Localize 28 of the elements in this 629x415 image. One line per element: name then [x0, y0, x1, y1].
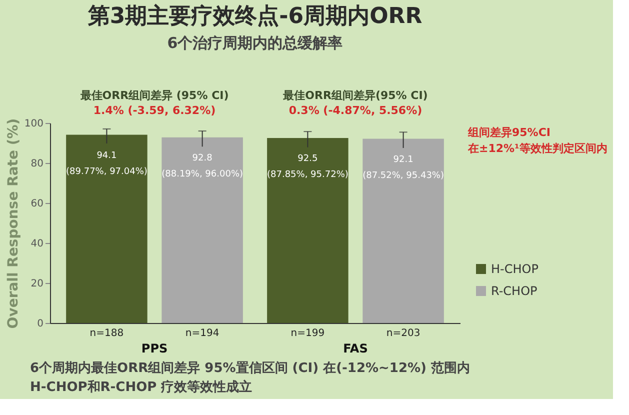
y-tick-label: 40 — [30, 238, 44, 250]
x-tick-label: PPS — [141, 342, 168, 356]
y-tick-label: 100 — [24, 118, 44, 130]
text: 0.3% (-4.87%, 5.56%) — [288, 104, 422, 117]
y-tick-label: 60 — [30, 198, 44, 210]
text: n=188 — [90, 328, 124, 339]
data-label: 92.1 (87.52%, 95.43%) — [362, 154, 444, 181]
text: n=199 — [290, 328, 325, 339]
text: 1.4% (-3.59, 6.32%) — [93, 104, 216, 117]
chart-title: 第3期主要疗效终点-6周期内ORR — [86, 3, 422, 29]
legend-label: R-CHOP — [491, 284, 538, 298]
text: 最佳ORR组间差异(95% CI) — [282, 89, 428, 102]
text: 6个周期内最佳ORR组间差异 95%置信区间 (CI) 在(-12%~12%) 范围内 — [30, 361, 470, 376]
text: n=194 — [185, 328, 220, 339]
y-tick-label: 20 — [30, 278, 44, 290]
y-axis-title: Overall Response Rate (%) — [5, 118, 22, 329]
data-label: 92.5 (87.85%, 95.72%) — [266, 154, 348, 180]
data-label: 92.8 (88.19%, 96.00%) — [162, 153, 244, 180]
text: 最佳ORR组间差异 (95% CI) — [79, 89, 229, 102]
text: n=203 — [386, 328, 420, 339]
chart-subtitle: 6个治疗周期内的总缓解率 — [167, 34, 343, 52]
y-tick-label: 80 — [30, 158, 44, 170]
text: H-CHOP和R-CHOP 疗效等效性成立 — [30, 379, 252, 395]
text: 组间差异95%CI 在±12%¹等效性判定区间内 — [467, 126, 608, 155]
x-tick-label: FAS — [343, 342, 368, 356]
data-label: 94.1 (89.77%, 97.04%) — [66, 150, 148, 177]
legend-label: H-CHOP — [491, 262, 538, 276]
y-tick-label: 0 — [37, 318, 44, 330]
